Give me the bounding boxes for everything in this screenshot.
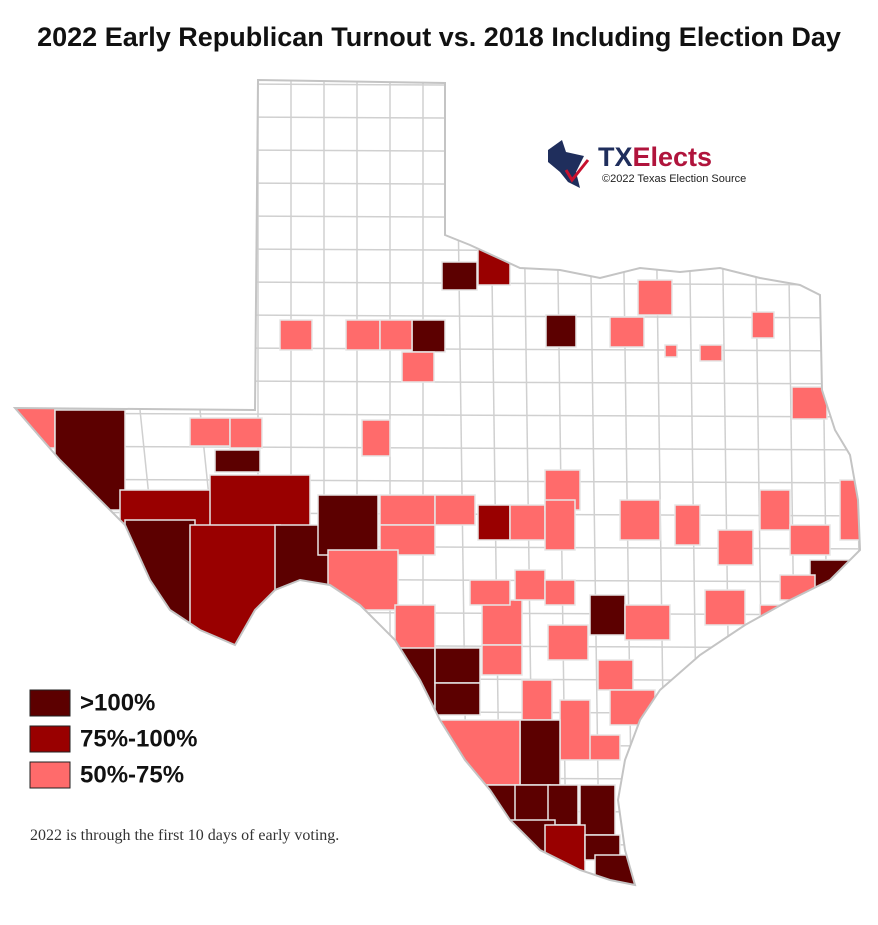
- county: [521, 679, 553, 721]
- legend-label: >100%: [80, 689, 155, 716]
- county-line: [15, 445, 860, 451]
- logo-tx: TX: [598, 142, 633, 172]
- county: [411, 319, 446, 353]
- county: [361, 419, 391, 457]
- county: [189, 417, 231, 447]
- county: [704, 589, 746, 626]
- county: [124, 519, 196, 626]
- county: [544, 499, 576, 551]
- county-line: [15, 808, 860, 814]
- county: [345, 319, 381, 351]
- county: [637, 279, 673, 316]
- county: [514, 569, 546, 601]
- county: [559, 699, 591, 761]
- county: [401, 351, 435, 383]
- county: [609, 316, 645, 348]
- county: [759, 489, 791, 531]
- county: [214, 449, 261, 473]
- county-line: [0, 908, 878, 912]
- note: 2022 is through the first 10 days of ear…: [30, 827, 339, 844]
- county: [477, 504, 511, 541]
- county: [279, 319, 313, 351]
- logo-copyright: ©2022 Texas Election Source: [602, 173, 746, 185]
- logo-elects: Elects: [633, 142, 713, 172]
- county: [699, 344, 723, 362]
- county: [481, 644, 523, 676]
- county: [434, 647, 481, 684]
- county: [597, 659, 634, 691]
- county: [434, 682, 481, 716]
- county: [839, 479, 860, 541]
- county: [544, 824, 586, 876]
- county: [674, 504, 701, 546]
- legend-swatch: [29, 725, 71, 753]
- logo-text: TXElects: [598, 142, 712, 172]
- county: [327, 549, 399, 611]
- county: [619, 499, 661, 541]
- logo-mark: [548, 140, 584, 188]
- county: [759, 604, 781, 631]
- county: [664, 344, 678, 358]
- county-line: [15, 412, 860, 418]
- county: [624, 604, 671, 641]
- county: [544, 579, 576, 606]
- county: [579, 784, 616, 836]
- legend-swatch: [29, 689, 71, 717]
- county: [189, 524, 281, 651]
- county: [509, 504, 546, 541]
- title: 2022 Early Republican Turnout vs. 2018 I…: [37, 22, 841, 52]
- county: [54, 409, 126, 511]
- county: [789, 524, 831, 556]
- logo-check: [564, 159, 590, 183]
- county: [547, 624, 589, 661]
- county: [379, 494, 436, 526]
- county: [481, 599, 523, 646]
- county: [717, 529, 754, 566]
- county: [547, 784, 579, 826]
- county: [469, 579, 511, 606]
- county-line: [19, 409, 51, 701]
- legend-swatch: [29, 761, 71, 789]
- legend-label: 75%-100%: [80, 725, 197, 752]
- county: [545, 314, 577, 348]
- county: [434, 494, 476, 526]
- county: [519, 719, 561, 786]
- legend-label: 50%-75%: [80, 761, 184, 788]
- county-line: [15, 874, 860, 880]
- county: [441, 261, 478, 291]
- county: [589, 594, 626, 636]
- county: [751, 311, 775, 339]
- county: [439, 719, 521, 786]
- logo: TXElects ©2022 Texas Election Source: [548, 140, 746, 188]
- county-line: [15, 478, 860, 484]
- county: [317, 494, 379, 556]
- county: [229, 417, 263, 449]
- county: [479, 784, 521, 846]
- county: [394, 604, 436, 651]
- county: [379, 319, 413, 351]
